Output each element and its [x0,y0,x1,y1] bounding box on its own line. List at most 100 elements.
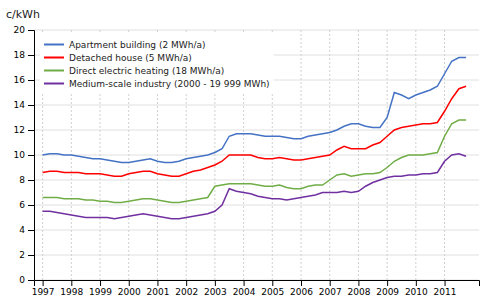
grid-line-x [358,30,359,280]
tick-label: 6 [19,200,25,210]
tick-label: 1997 [32,287,55,297]
tick: 8 [19,175,34,185]
tick-mark [28,255,34,256]
grid-line-y [34,105,479,106]
axis-line [35,281,480,287]
tick: 2001 [146,280,169,297]
tick: 16 [14,75,34,85]
series-line [43,86,466,176]
tick-label: 2010 [405,287,428,297]
tick-mark [28,80,34,81]
tick-label: 1998 [60,287,83,297]
tick: 12 [14,125,34,135]
legend-swatch [44,57,64,59]
tick-mark [445,280,446,286]
y-axis: 0 2 4 6 8 10 12 14 16 18 20 [14,25,35,285]
legend: Apartment building (2 MWh/a) Detached hou… [40,34,274,94]
grid-line-y [34,180,479,181]
tick: 10 [14,150,34,160]
tick: 2003 [204,280,227,297]
legend-item: Apartment building (2 MWh/a) [44,40,205,50]
tick: 18 [14,50,34,60]
tick: 2005 [261,280,284,297]
tick-mark [215,280,216,286]
tick-label: 12 [14,125,25,135]
tick-label: 2006 [290,287,313,297]
legend-item: Detached house (5 MWh/a) [44,53,192,63]
tick: 2002 [175,280,198,297]
tick-mark [28,155,34,156]
grid-line-y [34,230,479,231]
tick-label: 2000 [118,287,141,297]
tick-mark [28,280,34,281]
tick: 2000 [118,280,141,297]
tick-mark [358,280,359,286]
grid-line-y [34,130,479,131]
tick-label: 2002 [175,287,198,297]
tick: 2009 [376,280,399,297]
series-line [43,154,466,219]
tick-label: 1999 [89,287,112,297]
tick-mark [129,280,130,286]
tick: 2007 [319,280,342,297]
plot: 1997199819992000200120022003200420052006… [14,25,480,297]
legend-label: Apartment building (2 MWh/a) [69,40,205,50]
legend-swatch [44,70,64,72]
grid-line-y [34,255,479,256]
tick-label: 2003 [204,287,227,297]
series-line [43,120,466,203]
tick: 4 [19,225,34,235]
chart: 1997199819992000200120022003200420052006… [0,0,493,304]
lines [43,58,466,219]
legend-item: Direct electric heating (18 MWh/a) [44,66,224,76]
grid-line-y [34,205,479,206]
grid-line-x [301,30,302,280]
tick-label: 14 [14,100,26,110]
tick-mark [100,280,101,286]
tick-label: 2011 [434,287,457,297]
tick-label: 8 [19,175,25,185]
tick: 1997 [32,280,55,297]
tick: 14 [14,100,34,110]
tick: 0 [19,275,34,285]
tick-label: 2009 [376,287,399,297]
tick-label: 20 [14,25,26,35]
tick-label: 4 [19,225,25,235]
tick-mark [157,280,158,286]
tick-mark [71,280,72,286]
grid-line-y [34,30,479,31]
tick-mark [28,55,34,56]
tick-label: 0 [19,275,25,285]
grid [34,30,479,280]
tick: 1998 [60,280,83,297]
tick-label: 2001 [146,287,169,297]
legend-label: Detached house (5 MWh/a) [69,53,192,63]
tick-mark [272,280,273,286]
tick-mark [186,280,187,286]
tick-mark [244,280,245,286]
grid-line-x [387,30,388,280]
tick-mark [28,230,34,231]
tick-mark [330,280,331,286]
tick-label: 16 [14,75,26,85]
tick: 6 [19,200,34,210]
legend-label: Direct electric heating (18 MWh/a) [69,66,224,76]
tick-label: 2 [19,250,25,260]
legend-item: Medium-scale industry (2000 - 19 999 MWh… [44,79,270,89]
tick-label: 18 [14,50,26,60]
tick: 2010 [405,280,428,297]
tick: 2011 [434,280,457,297]
tick-label: 2004 [233,287,256,297]
tick-label: 2008 [347,287,370,297]
tick-label: 10 [14,150,26,160]
axis-line [28,31,35,281]
tick-mark [387,280,388,286]
tick: 2008 [347,280,370,297]
tick: 1999 [89,280,112,297]
tick-mark [28,130,34,131]
tick: 2006 [290,280,313,297]
y-label: c/kWh [6,8,40,21]
legend-swatch [44,44,64,46]
legend-swatch [44,83,64,85]
grid-line-x [444,30,445,280]
